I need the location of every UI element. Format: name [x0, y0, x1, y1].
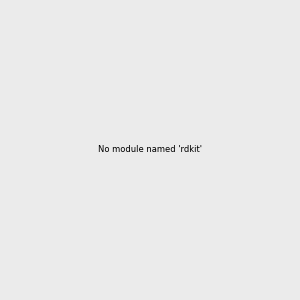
Text: No module named 'rdkit': No module named 'rdkit' [98, 146, 202, 154]
